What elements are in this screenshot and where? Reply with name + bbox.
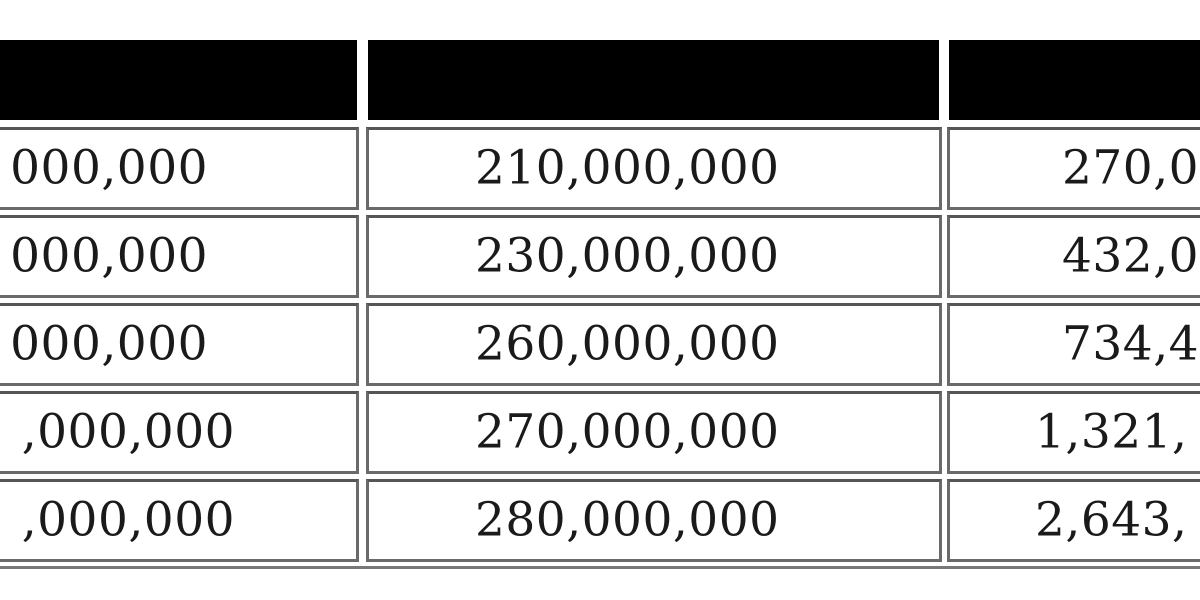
table-cell-col1: 000,000: [0, 127, 359, 210]
table-cell-col2: 260,000,000: [366, 303, 942, 386]
cell-value: 734,4: [1062, 315, 1200, 371]
table-cell-col1: ,000,000: [0, 391, 359, 474]
cell-value: 270,0: [1062, 139, 1200, 195]
table-cell-col3: 270,0: [947, 127, 1200, 210]
cell-value: 230,000,000: [475, 227, 780, 283]
cell-value: 432,0: [1062, 227, 1200, 283]
table-cell-col2: 210,000,000: [366, 127, 942, 210]
table-cell-col3: 734,4: [947, 303, 1200, 386]
table-cell-col2: 270,000,000: [366, 391, 942, 474]
cell-value: 210,000,000: [475, 139, 780, 195]
cell-value: 1,321,: [1035, 403, 1188, 459]
table-cell-col3: 432,0: [947, 215, 1200, 298]
cell-value: ,000,000: [21, 403, 235, 459]
cell-value: 260,000,000: [475, 315, 780, 371]
table-bottom-border: [0, 566, 1200, 569]
header-cell-2: [368, 40, 939, 120]
cell-value: 280,000,000: [475, 491, 780, 547]
table-cell-col3: 1,321,: [947, 391, 1200, 474]
table-cell-col1: ,000,000: [0, 479, 359, 562]
cell-value: 000,000: [10, 315, 208, 371]
table-cell-col2: 280,000,000: [366, 479, 942, 562]
cell-value: 2,643,: [1035, 491, 1188, 547]
cell-value: ,000,000: [21, 491, 235, 547]
header-cell-3: [949, 40, 1200, 120]
cell-value: 000,000: [10, 227, 208, 283]
table-cell-col1: 000,000: [0, 215, 359, 298]
table-cell-col3: 2,643,: [947, 479, 1200, 562]
table-cell-col2: 230,000,000: [366, 215, 942, 298]
header-cell-1: [0, 40, 357, 120]
cell-value: 270,000,000: [475, 403, 780, 459]
table-cell-col1: 000,000: [0, 303, 359, 386]
cell-value: 000,000: [10, 139, 208, 195]
